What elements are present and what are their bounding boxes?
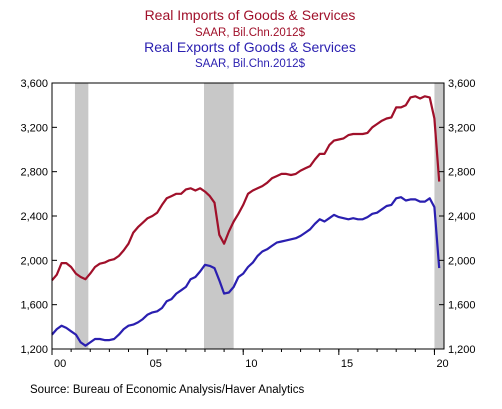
chart-subtitle: SAAR, Bil.Chn.2012$ [195, 27, 306, 39]
chart-title: Real Imports of Goods & Services [145, 7, 356, 23]
y-tick-label-right: 3,200 [448, 122, 476, 134]
plot-frame [51, 82, 445, 350]
imports-line [51, 95, 441, 282]
recession-bar [74, 83, 89, 349]
y-tick-label-right: 2,400 [448, 211, 476, 223]
y-tick-label-left: 3,200 [20, 122, 48, 134]
y-tick-label-right: 1,600 [448, 300, 476, 312]
exports-line [51, 196, 441, 347]
source-note: Source: Bureau of Economic Analysis/Have… [30, 384, 304, 396]
y-tick-label-left: 2,000 [20, 255, 48, 267]
x-tick-label: 15 [341, 358, 353, 370]
x-tick-label: 10 [245, 358, 257, 370]
x-tick-label: 20 [436, 358, 448, 370]
chart-subtitle: SAAR, Bil.Chn.2012$ [195, 58, 306, 70]
recession-bar [204, 83, 234, 349]
plot-area [51, 83, 444, 349]
y-tick-label-left: 3,600 [20, 78, 48, 90]
y-tick-label-right: 2,000 [448, 255, 476, 267]
y-tick-label-left: 1,600 [20, 300, 48, 312]
x-tick-label: 05 [150, 358, 162, 370]
y-tick-label-right: 1,200 [448, 344, 476, 356]
y-tick-label-right: 3,600 [448, 78, 476, 90]
title-block: Real Imports of Goods & Services SAAR, Bi… [144, 7, 356, 70]
chart-title: Real Exports of Goods & Services [144, 39, 356, 55]
y-tick-label-left: 2,400 [20, 211, 48, 223]
x-tick-label: 00 [54, 358, 66, 370]
axes: 1,200 1,200 1,600 1,600 2,000 2,000 2,400 2,400… [20, 78, 475, 370]
y-tick-label-left: 2,800 [20, 167, 48, 179]
y-tick-label-left: 1,200 [20, 344, 48, 356]
y-tick-label-right: 2,800 [448, 167, 476, 179]
